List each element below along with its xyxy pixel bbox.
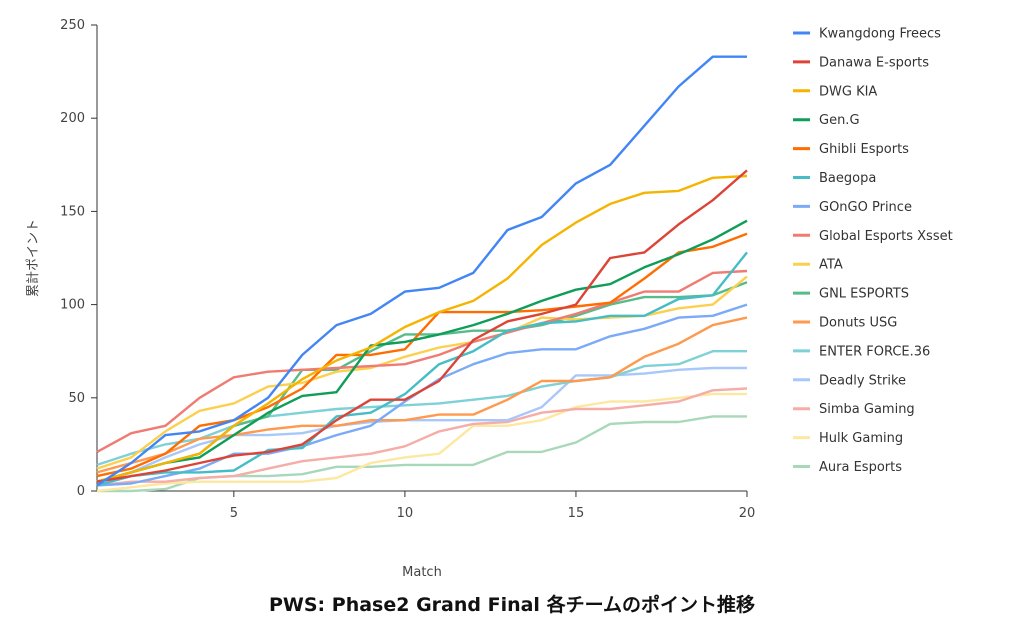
legend-label: ATA xyxy=(819,258,843,273)
legend-label: Global Esports Xsset xyxy=(819,229,953,244)
series-line-kwangdong-freecs xyxy=(96,55,747,487)
series-lines xyxy=(96,55,748,493)
series-line-global-esports-xsset xyxy=(96,269,748,453)
legend-item: Ghibli Esports xyxy=(793,142,909,157)
legend-item: Gen.G xyxy=(793,113,860,128)
series-line-dwg-kia xyxy=(96,174,748,483)
legend-item: Aura Esports xyxy=(793,460,902,475)
chart-area: 0 50 100 150 200 250 5 10 15 20 Match 累計ポイント Kwangd… xyxy=(25,18,953,580)
legend-label: Simba Gaming xyxy=(819,402,915,417)
x-tick-label: 10 xyxy=(397,506,414,521)
line-chart: 0 50 100 150 200 250 5 10 15 20 Match 累計ポイント Kwangd… xyxy=(25,18,953,580)
series-line-simba-gaming xyxy=(96,387,748,487)
chart-caption: PWS: Phase2 Grand Final 各チームのポイント推移 xyxy=(268,594,755,616)
legend-label: Hulk Gaming xyxy=(819,431,903,446)
legend-label: Gen.G xyxy=(819,113,860,128)
y-tick-label: 250 xyxy=(60,18,85,33)
series-line-ghibli-esports xyxy=(96,232,748,478)
legend-label: Kwangdong Freecs xyxy=(819,27,941,42)
legend-label: Aura Esports xyxy=(819,460,902,475)
y-tick-label: 50 xyxy=(68,391,85,406)
series-line-deadly-strike xyxy=(96,366,747,483)
legend-label: Deadly Strike xyxy=(819,373,906,388)
series-line-enter-force-36 xyxy=(96,350,747,467)
legend-item: Deadly Strike xyxy=(793,373,906,388)
y-tick-label: 200 xyxy=(60,111,85,126)
legend-item: DWG KIA xyxy=(793,84,877,99)
series-line-hulk-gaming xyxy=(96,392,747,493)
legend-label: Ghibli Esports xyxy=(819,142,909,157)
legend-label: Donuts USG xyxy=(819,316,897,331)
y-tick-label: 150 xyxy=(60,204,85,219)
x-tick-label: 15 xyxy=(568,506,585,521)
series-line-aura-esports xyxy=(97,415,747,493)
series-line-donuts-usg xyxy=(96,316,748,474)
y-tick-label: 0 xyxy=(77,484,85,499)
axes: 0 50 100 150 200 250 5 10 15 20 Match 累計ポイント xyxy=(25,18,755,580)
series-line-baegopa xyxy=(96,251,748,487)
legend-item: Danawa E-sports xyxy=(793,55,929,70)
legend-item: Baegopa xyxy=(793,171,876,186)
legend-item: GNL ESPORTS xyxy=(793,287,909,302)
x-tick-label: 5 xyxy=(230,506,238,521)
legend-item: Hulk Gaming xyxy=(793,431,903,446)
legend-item: Simba Gaming xyxy=(793,402,915,417)
legend-label: Baegopa xyxy=(819,171,876,186)
legend-label: ENTER FORCE.36 xyxy=(819,344,930,359)
series-line-danawa-e-sports xyxy=(96,169,748,483)
legend: Kwangdong Freecs Danawa E-sports DWG KIA Ge… xyxy=(793,27,953,475)
legend-label: DWG KIA xyxy=(819,84,877,99)
legend-item: Global Esports Xsset xyxy=(793,229,953,244)
legend-label: GNL ESPORTS xyxy=(819,287,909,302)
series-line-gen-g xyxy=(96,219,748,483)
y-axis-title: 累計ポイント xyxy=(25,219,41,297)
x-axis-title: Match xyxy=(402,565,442,580)
y-tick-label: 100 xyxy=(60,298,85,313)
legend-item: GOnGO Prince xyxy=(793,200,912,215)
legend-label: Danawa E-sports xyxy=(819,55,929,70)
legend-item: Kwangdong Freecs xyxy=(793,27,941,42)
legend-item: ENTER FORCE.36 xyxy=(793,344,930,359)
legend-item: ATA xyxy=(793,258,843,273)
legend-label: GOnGO Prince xyxy=(819,200,912,215)
legend-item: Donuts USG xyxy=(793,316,897,331)
x-tick-label: 20 xyxy=(739,506,756,521)
